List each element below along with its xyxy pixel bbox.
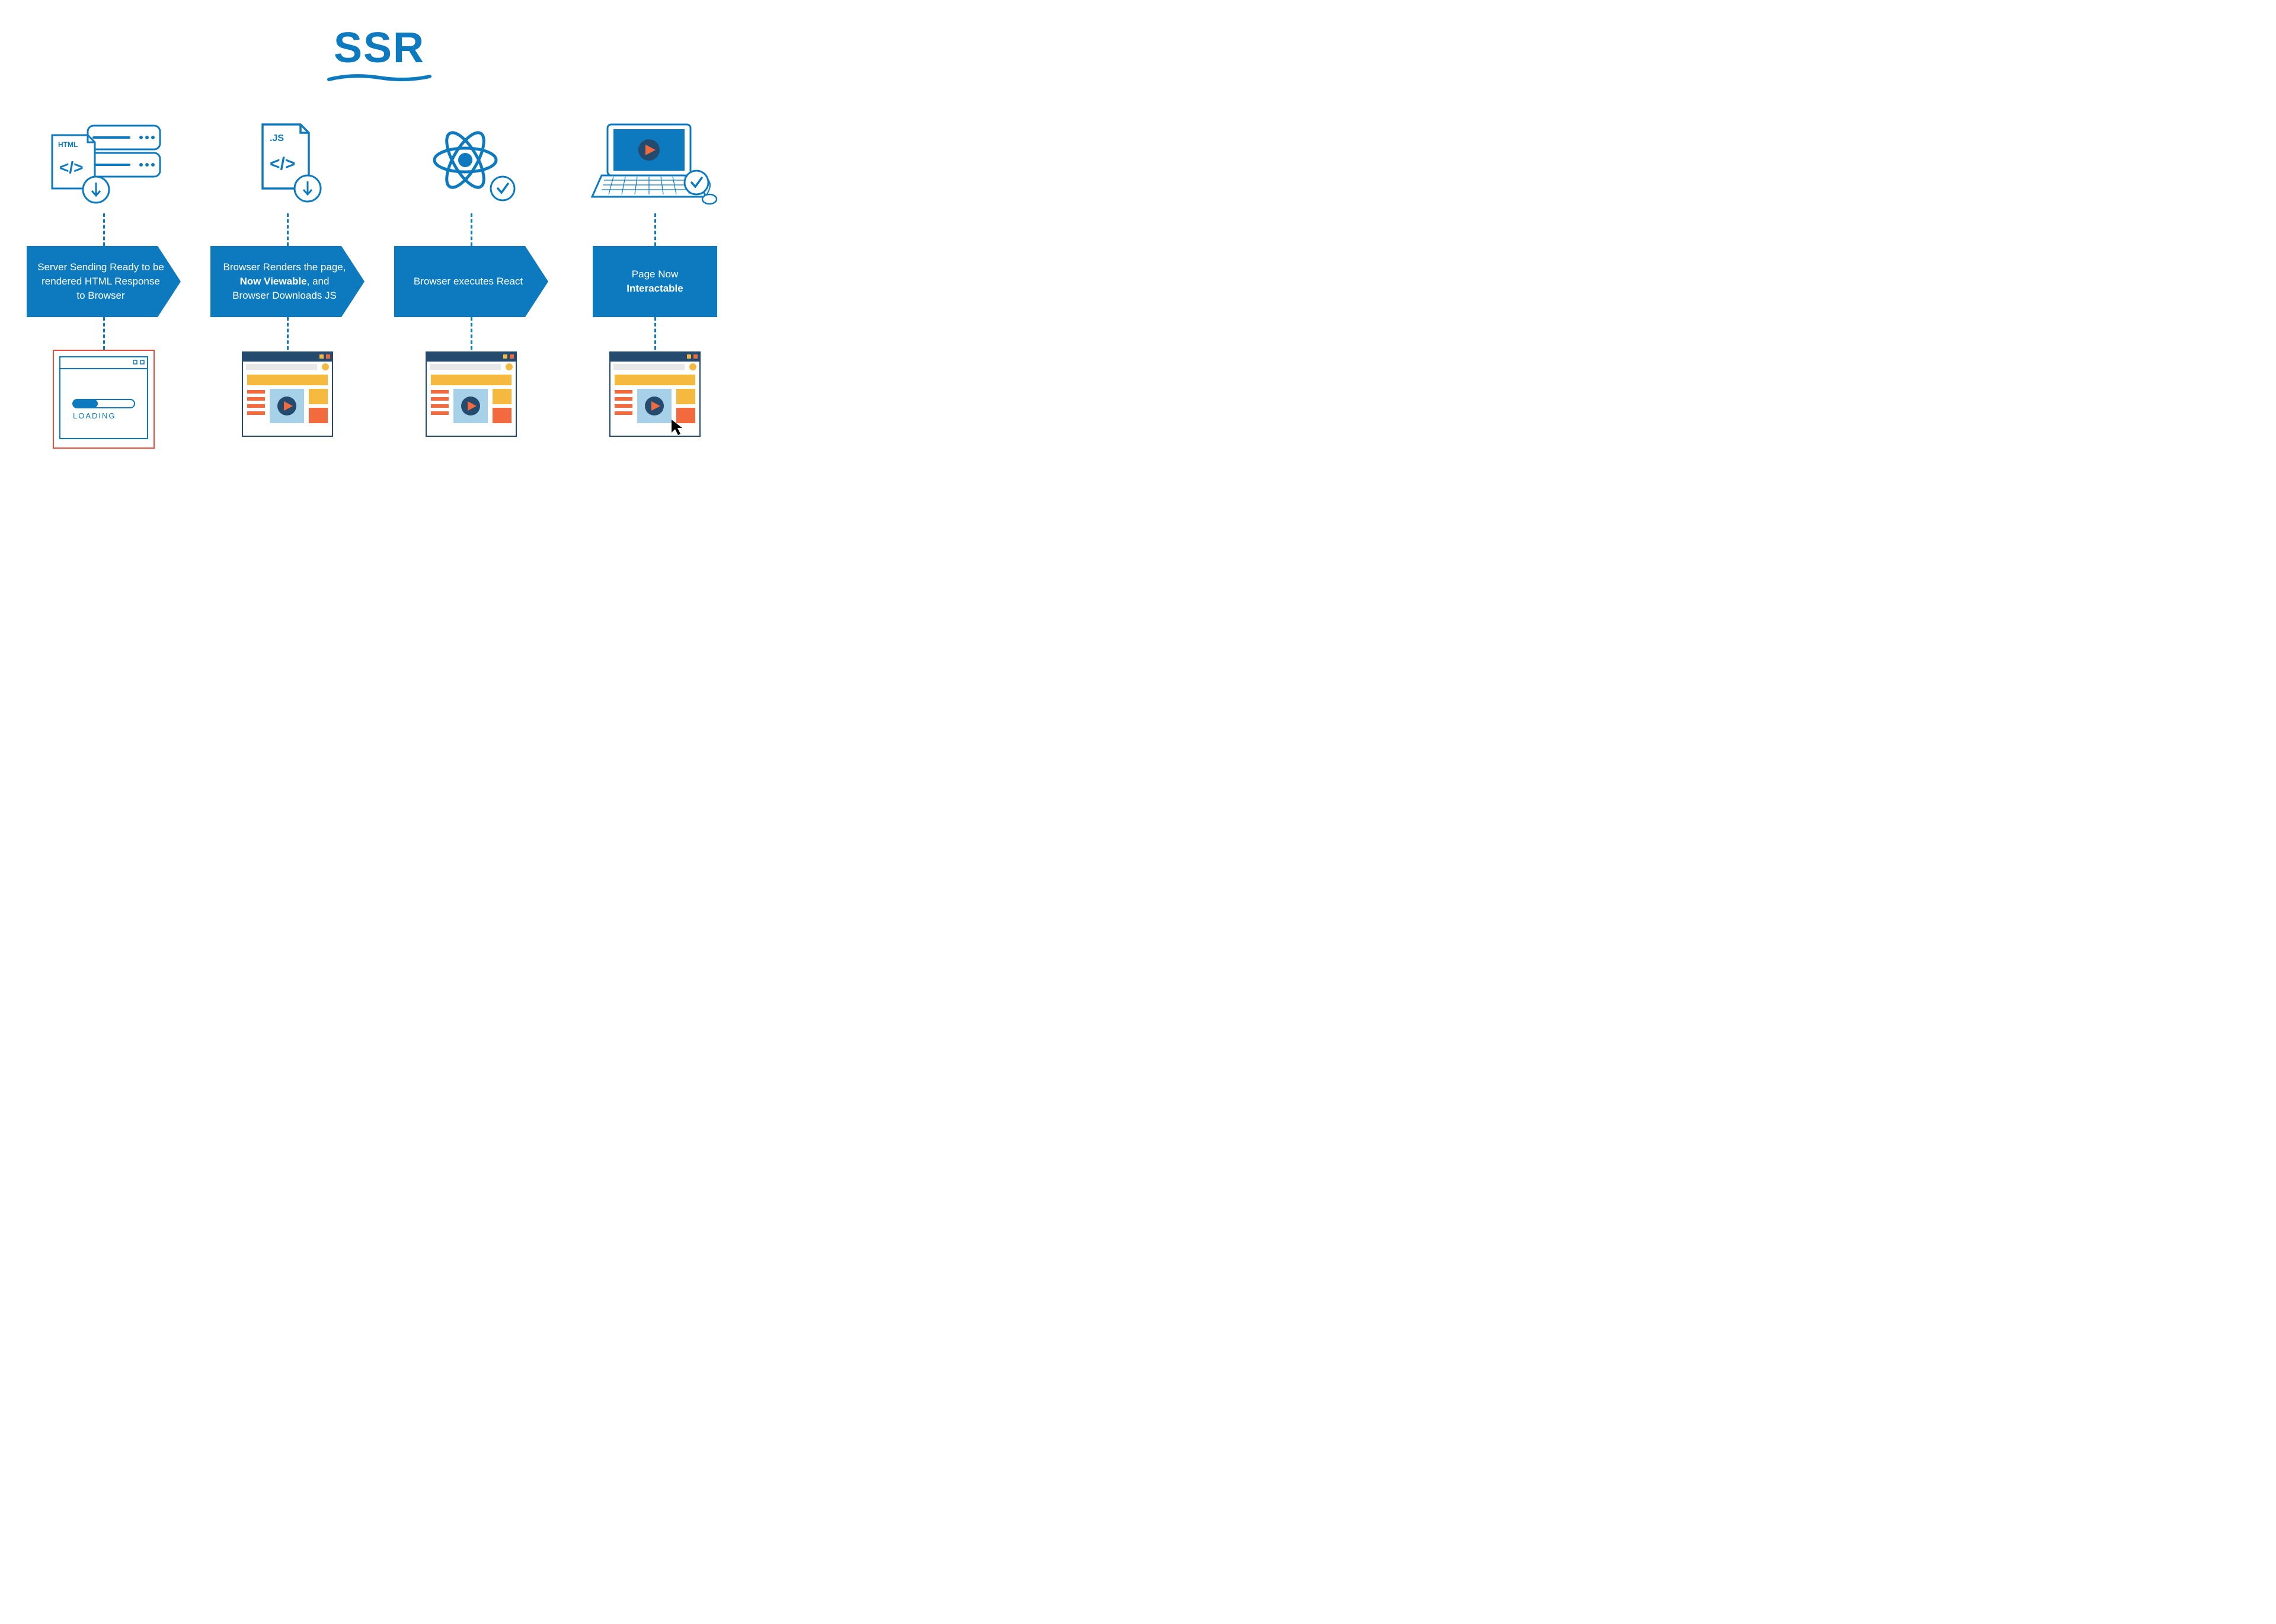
connector [103, 317, 105, 350]
connector [654, 317, 656, 350]
js-file-icon: .JS </> [246, 119, 329, 207]
step-3: Browser executes React [385, 113, 557, 450]
highlight-frame: LOADING [53, 350, 155, 449]
connector [471, 213, 472, 246]
step-2: .JS </> Browser Renders the page, Now Vi… [202, 113, 373, 450]
page-title: SSR [334, 24, 425, 72]
step-1: HTML </> Server Sending Ready to be rend… [18, 113, 190, 450]
connector [103, 213, 105, 246]
step-1-label: Server Sending Ready to be rendered HTML… [27, 246, 181, 317]
title-underline [326, 72, 433, 83]
connector [654, 213, 656, 246]
svg-text:HTML: HTML [58, 140, 78, 149]
step-2-label: Browser Renders the page, Now Viewable, … [210, 246, 365, 317]
connector [471, 317, 472, 350]
svg-text:LOADING: LOADING [73, 411, 116, 420]
svg-text:</>: </> [270, 154, 295, 174]
laptop-icon [590, 119, 720, 207]
browser-rendered-cursor-icon [608, 350, 702, 439]
step-4: Page Now Interactable [569, 113, 741, 450]
browser-loading-icon: LOADING [56, 353, 151, 442]
step-3-label: Browser executes React [394, 246, 548, 317]
browser-rendered-icon [240, 350, 335, 439]
steps-row: HTML </> Server Sending Ready to be rend… [18, 113, 741, 450]
react-icon [421, 119, 522, 207]
html-server-icon: HTML </> [41, 119, 166, 207]
svg-text:.JS: .JS [270, 133, 284, 143]
step-4-label: Page Now Interactable [593, 246, 717, 317]
svg-text:</>: </> [59, 158, 83, 177]
connector [287, 213, 289, 246]
connector [287, 317, 289, 350]
browser-rendered-icon [424, 350, 519, 439]
